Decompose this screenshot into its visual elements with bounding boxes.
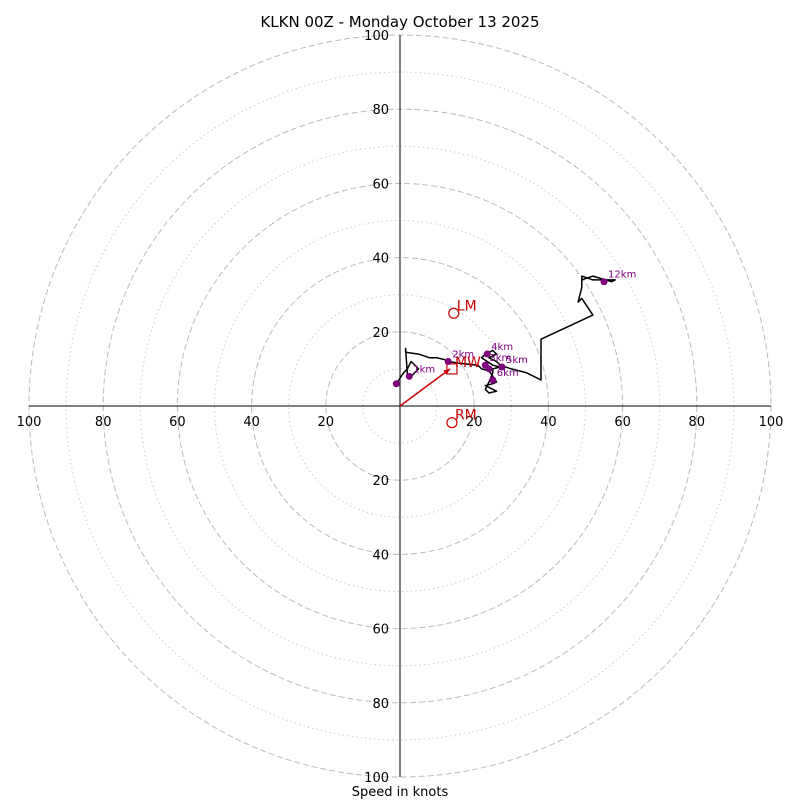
left-mover-marker bbox=[448, 307, 460, 319]
y-tick-label: 40 bbox=[372, 252, 389, 267]
y-tick-label: 60 bbox=[372, 623, 389, 638]
mean-wind-marker bbox=[446, 363, 458, 375]
x-tick-label: 20 bbox=[318, 415, 335, 430]
right-mover-label: RM bbox=[455, 408, 477, 424]
x-tick-label: 60 bbox=[169, 415, 186, 430]
right-mover-marker bbox=[446, 417, 458, 429]
height-marker-dot bbox=[489, 376, 497, 384]
y-tick-label: 80 bbox=[372, 697, 389, 712]
height-marker-dot bbox=[485, 365, 493, 373]
height-marker-dot bbox=[405, 372, 413, 380]
y-tick-label: 20 bbox=[372, 474, 389, 489]
x-tick-label: 20 bbox=[466, 415, 483, 430]
x-tick-label: 40 bbox=[243, 415, 260, 430]
chart-title: KLKN 00Z - Monday October 13 2025 bbox=[260, 13, 539, 31]
y-tick-label: 40 bbox=[372, 548, 389, 563]
left-mover-label: LM bbox=[457, 298, 477, 314]
y-tick-label: 80 bbox=[372, 103, 389, 118]
y-tick-label: 100 bbox=[364, 29, 389, 44]
height-marker-label: 5km bbox=[506, 355, 528, 366]
height-marker-dot bbox=[498, 363, 506, 371]
height-marker-dot bbox=[483, 350, 491, 358]
height-marker-label: 12km bbox=[608, 270, 636, 281]
x-tick-label: 80 bbox=[689, 415, 706, 430]
height-marker-label: 6km bbox=[497, 368, 519, 379]
x-axis-label: Speed in knots bbox=[352, 785, 449, 800]
height-marker-dot bbox=[600, 278, 608, 286]
storm-motion: LM RM MW bbox=[399, 298, 481, 429]
height-marker-label: 3km bbox=[489, 353, 511, 364]
tick-labels: 100 80 60 40 20 20 40 60 80 100 100 80 60 40 20 20 40 60 8… bbox=[17, 29, 784, 786]
height-marker-dot bbox=[392, 380, 400, 388]
x-tick-label: 80 bbox=[95, 415, 112, 430]
x-tick-label: 40 bbox=[540, 415, 557, 430]
hodograph-trace bbox=[395, 275, 616, 394]
y-tick-label: 100 bbox=[364, 771, 389, 786]
x-tick-label: 100 bbox=[17, 415, 42, 430]
height-marker-label: 1km bbox=[413, 364, 435, 375]
height-marker-dot bbox=[444, 357, 452, 365]
height-marker-label: 4km bbox=[491, 342, 513, 353]
x-tick-label: 60 bbox=[614, 415, 631, 430]
y-tick-label: 60 bbox=[372, 177, 389, 192]
mean-wind-label: MW bbox=[455, 355, 481, 371]
height-marker-label: 2km bbox=[452, 349, 474, 360]
wind-trace bbox=[395, 275, 616, 394]
x-tick-label: 100 bbox=[759, 415, 784, 430]
storm-motion-vector bbox=[399, 368, 451, 407]
y-tick-label: 20 bbox=[372, 326, 389, 341]
